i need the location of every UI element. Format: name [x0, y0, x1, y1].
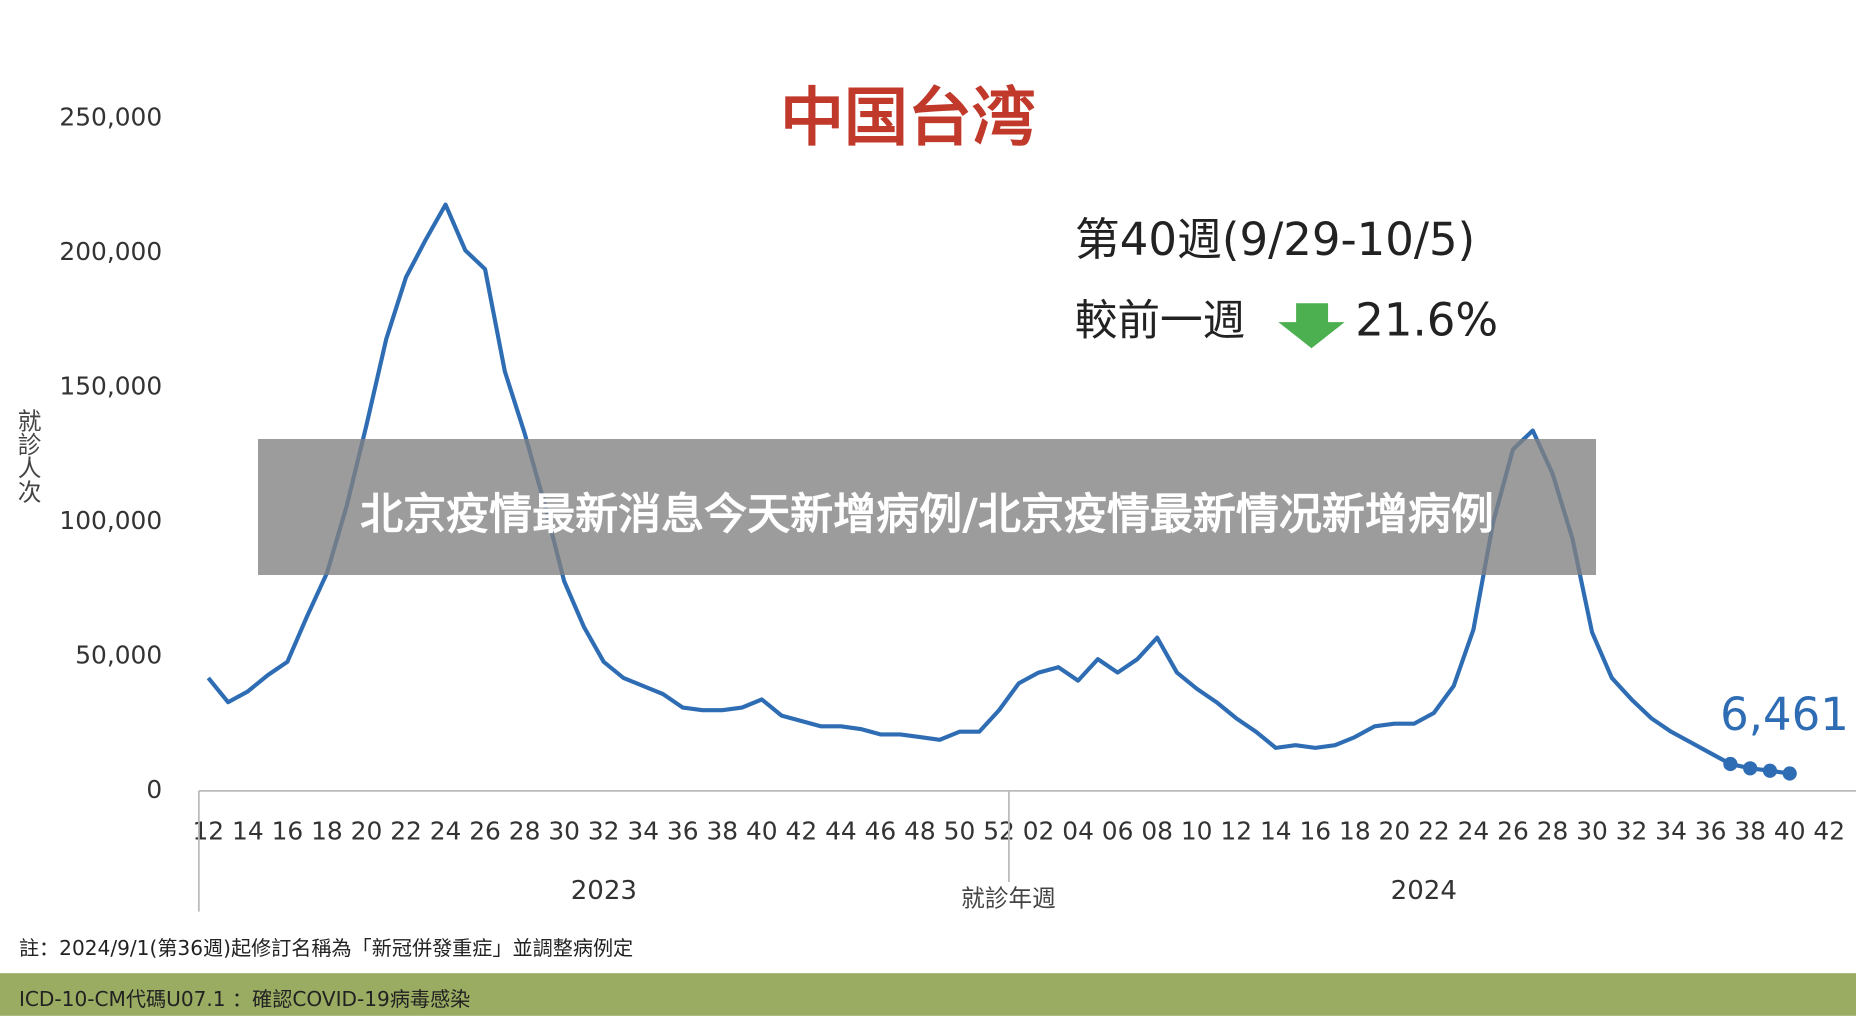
x-tick-label: 48 [904, 816, 936, 845]
x-tick-label: 36 [667, 816, 699, 845]
x-tick-label: 52 [983, 816, 1015, 845]
x-tick-label: 28 [1537, 816, 1569, 845]
overlay-title: 北京疫情最新消息今天新增病例/北京疫情最新情况新增病例 [360, 490, 1494, 540]
note: 註：2024/9/1(第36週)起修訂名稱為「新冠併發重症」並調整病例定 [19, 936, 633, 960]
x-tick-label: 50 [944, 816, 976, 845]
x-tick-label: 28 [509, 816, 541, 845]
x-tick-label: 36 [1695, 816, 1727, 845]
x-tick-label: 18 [311, 816, 343, 845]
footer-bar [0, 973, 1856, 1016]
x-tick-label: 20 [1379, 816, 1411, 845]
x-tick-label: 30 [1576, 816, 1608, 845]
subtitle: 第40週(9/29-10/5) [1075, 213, 1475, 266]
x-tick-label: 02 [1023, 816, 1055, 845]
data-point [1782, 766, 1797, 781]
chart-title: 中国台湾 [780, 82, 1036, 156]
x-tick-label: 34 [1655, 816, 1687, 845]
x-tick-label: 42 [1813, 816, 1845, 845]
x-tick-label: 26 [469, 816, 501, 845]
x-tick-label: 22 [1418, 816, 1450, 845]
x-tick-label: 12 [1220, 816, 1252, 845]
data-line [206, 202, 1791, 776]
y-tick-label: 50,000 [75, 640, 162, 669]
x-tick-label: 10 [1181, 816, 1213, 845]
x-tick-label: 38 [1734, 816, 1766, 845]
x-tick-label: 16 [272, 816, 304, 845]
data-point [1723, 756, 1738, 772]
x-tick-label: 44 [825, 816, 857, 845]
y-tick-label: 150,000 [59, 372, 162, 401]
x-tick-label: 18 [1339, 816, 1371, 845]
y-tick-label: 200,000 [59, 237, 162, 266]
x-tick-label: 42 [786, 816, 818, 845]
x-tick-label: 40 [1774, 816, 1806, 845]
x-tick-label: 20 [351, 816, 383, 845]
x-tick-label: 24 [1458, 816, 1490, 845]
y-tick-label: 250,000 [59, 103, 162, 132]
y-tick-label: 100,000 [59, 506, 162, 535]
x-tick-label: 06 [1102, 816, 1134, 845]
x-tick-label: 16 [1299, 816, 1331, 845]
x-tick-label: 04 [1062, 816, 1094, 845]
overlay-banner: 北京疫情最新消息今天新增病例/北京疫情最新情况新增病例 [258, 439, 1596, 575]
x-tick-label: 08 [1141, 816, 1173, 845]
value-label: 6,461 [1720, 688, 1849, 741]
year-label: 2023 [571, 876, 637, 906]
x-tick-label: 12 [193, 816, 225, 845]
x-axis-label: 就診年週 [961, 884, 1056, 912]
x-tick-label: 40 [746, 816, 778, 845]
x-tick-label: 26 [1497, 816, 1529, 845]
y-axis-label: 就診人次 [14, 408, 42, 503]
x-tick-label: 30 [548, 816, 580, 845]
change-label: 較前一週 [1075, 296, 1245, 346]
x-tick-label: 34 [627, 816, 659, 845]
year-label: 2024 [1391, 876, 1457, 906]
x-tick-label: 46 [865, 816, 897, 845]
change-value: 21.6% [1355, 293, 1498, 346]
x-tick-label: 22 [390, 816, 422, 845]
x-tick-label: 24 [430, 816, 462, 845]
x-tick-label: 14 [232, 816, 264, 845]
y-tick-label: 0 [146, 775, 162, 804]
x-tick-label: 32 [1616, 816, 1648, 845]
x-tick-label: 38 [706, 816, 738, 845]
note: ICD-10-CM代碼U07.1 ：確認COVID-19病毒感染 [19, 987, 470, 1011]
x-tick-label: 14 [1260, 816, 1292, 845]
data-point [1762, 763, 1778, 778]
x-tick-label: 32 [588, 816, 620, 845]
data-point [1743, 761, 1758, 776]
down-arrow [1278, 303, 1345, 349]
